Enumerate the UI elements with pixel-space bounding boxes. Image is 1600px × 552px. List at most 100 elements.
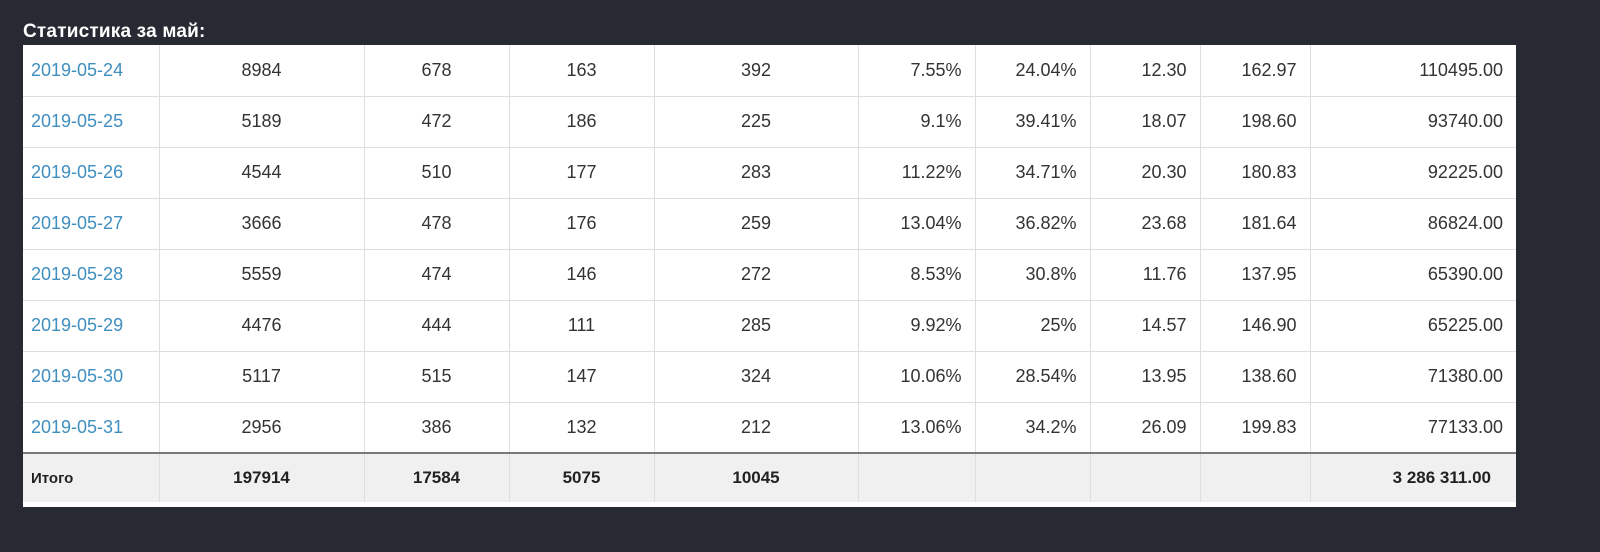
value-cell: 34.2% <box>975 402 1091 454</box>
table-row: 2019-05-31 2956 386 132 212 13.06% 34.2%… <box>23 402 1516 454</box>
total-cell <box>1200 452 1311 502</box>
value-cell: 515 <box>364 351 510 403</box>
value-cell: 147 <box>509 351 655 403</box>
value-cell: 198.60 <box>1200 96 1311 148</box>
value-cell: 4476 <box>159 300 365 352</box>
value-cell: 86824.00 <box>1310 198 1516 250</box>
total-cell <box>975 452 1091 502</box>
value-cell: 77133.00 <box>1310 402 1516 454</box>
value-cell: 146.90 <box>1200 300 1311 352</box>
value-cell: 259 <box>654 198 859 250</box>
total-cell: 5075 <box>509 452 655 502</box>
table-row: 2019-05-28 5559 474 146 272 8.53% 30.8% … <box>23 249 1516 301</box>
value-cell: 24.04% <box>975 45 1091 97</box>
value-cell: 146 <box>509 249 655 301</box>
total-cell: 197914 <box>159 452 365 502</box>
value-cell: 9.1% <box>858 96 976 148</box>
date-cell: 2019-05-29 <box>23 300 160 352</box>
table-row: 2019-05-25 5189 472 186 225 9.1% 39.41% … <box>23 96 1516 148</box>
value-cell: 36.82% <box>975 198 1091 250</box>
total-label: Итого <box>23 452 160 502</box>
value-cell: 25% <box>975 300 1091 352</box>
value-cell: 212 <box>654 402 859 454</box>
total-cell: 10045 <box>654 452 859 502</box>
value-cell: 225 <box>654 96 859 148</box>
value-cell: 7.55% <box>858 45 976 97</box>
value-cell: 5559 <box>159 249 365 301</box>
value-cell: 283 <box>654 147 859 199</box>
value-cell: 472 <box>364 96 510 148</box>
date-link[interactable]: 2019-05-25 <box>31 111 124 131</box>
value-cell: 474 <box>364 249 510 301</box>
value-cell: 30.8% <box>975 249 1091 301</box>
total-cell <box>858 452 976 502</box>
value-cell: 177 <box>509 147 655 199</box>
date-cell: 2019-05-24 <box>23 45 160 97</box>
date-link[interactable]: 2019-05-26 <box>31 162 124 182</box>
value-cell: 14.57 <box>1090 300 1201 352</box>
value-cell: 3666 <box>159 198 365 250</box>
page-title: Статистика за май: <box>23 21 206 42</box>
value-cell: 444 <box>364 300 510 352</box>
value-cell: 386 <box>364 402 510 454</box>
value-cell: 510 <box>364 147 510 199</box>
total-sum-cell: 3 286 311.00 <box>1310 452 1516 502</box>
value-cell: 138.60 <box>1200 351 1311 403</box>
date-link[interactable]: 2019-05-24 <box>31 59 124 80</box>
value-cell: 2956 <box>159 402 365 454</box>
date-cell: 2019-05-25 <box>23 96 160 148</box>
value-cell: 39.41% <box>975 96 1091 148</box>
value-cell: 163 <box>509 45 655 97</box>
table-row: 2019-05-29 4476 444 111 285 9.92% 25% 14… <box>23 300 1516 352</box>
value-cell: 11.22% <box>858 147 976 199</box>
value-cell: 5117 <box>159 351 365 403</box>
value-cell: 13.06% <box>858 402 976 454</box>
value-cell: 65390.00 <box>1310 249 1516 301</box>
date-cell: 2019-05-31 <box>23 402 160 454</box>
total-cell <box>1090 452 1201 502</box>
value-cell: 9.92% <box>858 300 976 352</box>
date-cell: 2019-05-27 <box>23 198 160 250</box>
value-cell: 478 <box>364 198 510 250</box>
value-cell: 13.04% <box>858 198 976 250</box>
value-cell: 181.64 <box>1200 198 1311 250</box>
date-link[interactable]: 2019-05-28 <box>31 264 124 284</box>
value-cell: 92225.00 <box>1310 147 1516 199</box>
value-cell: 12.30 <box>1090 45 1201 97</box>
table-row: 2019-05-24 8984 678 163 392 7.55% 24.04%… <box>23 45 1516 97</box>
value-cell: 5189 <box>159 96 365 148</box>
value-cell: 162.97 <box>1200 45 1311 97</box>
table-row: 2019-05-30 5117 515 147 324 10.06% 28.54… <box>23 351 1516 403</box>
date-link[interactable]: 2019-05-30 <box>31 366 124 386</box>
date-cell: 2019-05-30 <box>23 351 160 403</box>
value-cell: 11.76 <box>1090 249 1201 301</box>
stats-table: 2019-05-24 8984 678 163 392 7.55% 24.04%… <box>23 45 1516 502</box>
value-cell: 272 <box>654 249 859 301</box>
table-row: 2019-05-26 4544 510 177 283 11.22% 34.71… <box>23 147 1516 199</box>
value-cell: 23.68 <box>1090 198 1201 250</box>
value-cell: 176 <box>509 198 655 250</box>
date-link[interactable]: 2019-05-27 <box>31 213 124 233</box>
table-row: 2019-05-27 3666 478 176 259 13.04% 36.82… <box>23 198 1516 250</box>
value-cell: 199.83 <box>1200 402 1311 454</box>
value-cell: 8984 <box>159 45 365 97</box>
value-cell: 20.30 <box>1090 147 1201 199</box>
value-cell: 186 <box>509 96 655 148</box>
value-cell: 93740.00 <box>1310 96 1516 148</box>
value-cell: 110495.00 <box>1310 45 1516 97</box>
total-cell: 17584 <box>364 452 510 502</box>
date-link[interactable]: 2019-05-31 <box>31 416 124 437</box>
date-link[interactable]: 2019-05-29 <box>31 315 124 335</box>
value-cell: 26.09 <box>1090 402 1201 454</box>
value-cell: 324 <box>654 351 859 403</box>
value-cell: 10.06% <box>858 351 976 403</box>
value-cell: 111 <box>509 300 655 352</box>
value-cell: 285 <box>654 300 859 352</box>
value-cell: 392 <box>654 45 859 97</box>
value-cell: 132 <box>509 402 655 454</box>
date-cell: 2019-05-28 <box>23 249 160 301</box>
total-row: Итого 197914 17584 5075 10045 3 286 311.… <box>23 452 1516 502</box>
value-cell: 137.95 <box>1200 249 1311 301</box>
value-cell: 678 <box>364 45 510 97</box>
value-cell: 28.54% <box>975 351 1091 403</box>
